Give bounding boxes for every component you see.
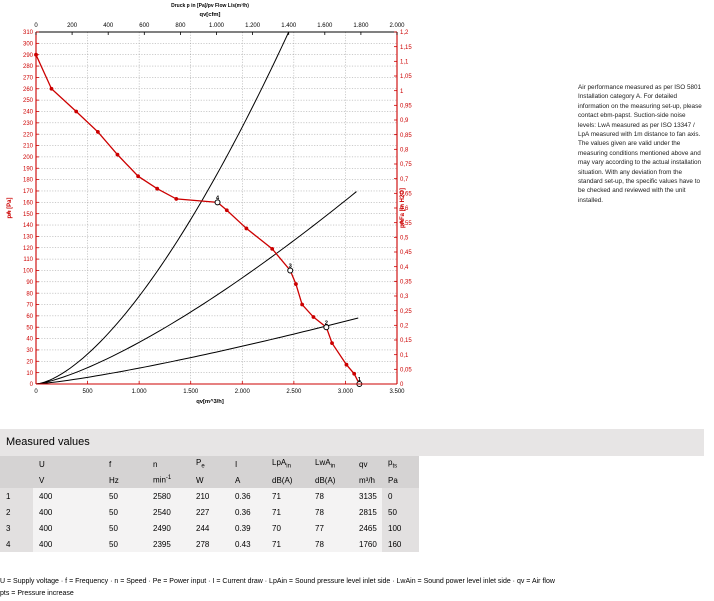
svg-text:240: 240 — [23, 110, 34, 116]
svg-text:70: 70 — [26, 303, 33, 309]
svg-text:0,85: 0,85 — [400, 133, 412, 139]
svg-text:180: 180 — [23, 178, 34, 184]
svg-text:100: 100 — [23, 269, 34, 275]
svg-text:160: 160 — [23, 200, 34, 206]
svg-text:200: 200 — [67, 23, 78, 29]
svg-text:1.000: 1.000 — [209, 23, 225, 29]
svg-text:200: 200 — [23, 155, 34, 161]
svg-text:0,9: 0,9 — [400, 118, 409, 124]
svg-text:140: 140 — [23, 223, 34, 229]
svg-text:1.600: 1.600 — [317, 23, 333, 29]
svg-text:260: 260 — [23, 87, 34, 93]
svg-text:600: 600 — [139, 23, 150, 29]
svg-text:0: 0 — [30, 382, 34, 388]
svg-text:150: 150 — [23, 212, 34, 218]
svg-text:400: 400 — [103, 23, 114, 29]
svg-text:60: 60 — [26, 314, 33, 320]
svg-text:3.500: 3.500 — [389, 389, 405, 395]
svg-text:190: 190 — [23, 166, 34, 172]
svg-text:10: 10 — [26, 371, 33, 377]
svg-text:2.000: 2.000 — [389, 23, 405, 29]
svg-text:280: 280 — [23, 64, 34, 70]
svg-text:1,2: 1,2 — [400, 30, 409, 36]
svg-text:0: 0 — [34, 23, 38, 29]
svg-text:80: 80 — [26, 291, 33, 297]
svg-text:1: 1 — [400, 89, 404, 95]
svg-text:130: 130 — [23, 234, 34, 240]
svg-text:1.800: 1.800 — [353, 23, 369, 29]
svg-text:0,35: 0,35 — [400, 279, 412, 285]
svg-text:1.000: 1.000 — [132, 389, 148, 395]
svg-text:50: 50 — [26, 325, 33, 331]
svg-text:170: 170 — [23, 189, 34, 195]
svg-text:1.200: 1.200 — [245, 23, 261, 29]
svg-text:0,4: 0,4 — [400, 265, 409, 271]
svg-text:220: 220 — [23, 132, 34, 138]
svg-text:230: 230 — [23, 121, 34, 127]
svg-text:300: 300 — [23, 41, 34, 47]
svg-text:0,2: 0,2 — [400, 323, 409, 329]
svg-text:800: 800 — [175, 23, 186, 29]
svg-text:1,15: 1,15 — [400, 45, 412, 51]
svg-text:1,1: 1,1 — [400, 59, 409, 65]
svg-text:250: 250 — [23, 98, 34, 104]
svg-text:310: 310 — [23, 30, 34, 36]
svg-text:1.500: 1.500 — [183, 389, 199, 395]
svg-text:0,15: 0,15 — [400, 338, 412, 344]
svg-text:290: 290 — [23, 53, 34, 59]
svg-text:120: 120 — [23, 246, 34, 252]
svg-text:20: 20 — [26, 359, 33, 365]
svg-text:2.000: 2.000 — [235, 389, 251, 395]
svg-text:210: 210 — [23, 144, 34, 150]
svg-text:0: 0 — [400, 382, 404, 388]
svg-text:0,3: 0,3 — [400, 294, 409, 300]
svg-text:1,05: 1,05 — [400, 74, 412, 80]
svg-text:3.000: 3.000 — [338, 389, 354, 395]
svg-text:0,95: 0,95 — [400, 103, 412, 109]
svg-text:0,25: 0,25 — [400, 309, 412, 315]
svg-text:500: 500 — [83, 389, 94, 395]
svg-text:0,1: 0,1 — [400, 353, 409, 359]
svg-text:2: 2 — [325, 320, 328, 326]
svg-text:30: 30 — [26, 348, 33, 354]
svg-text:2.500: 2.500 — [286, 389, 302, 395]
svg-text:40: 40 — [26, 337, 33, 343]
svg-text:0,05: 0,05 — [400, 367, 412, 373]
svg-text:0: 0 — [34, 389, 38, 395]
svg-text:1.400: 1.400 — [281, 23, 297, 29]
svg-text:110: 110 — [23, 257, 33, 263]
svg-text:270: 270 — [23, 76, 34, 82]
svg-text:90: 90 — [26, 280, 33, 286]
